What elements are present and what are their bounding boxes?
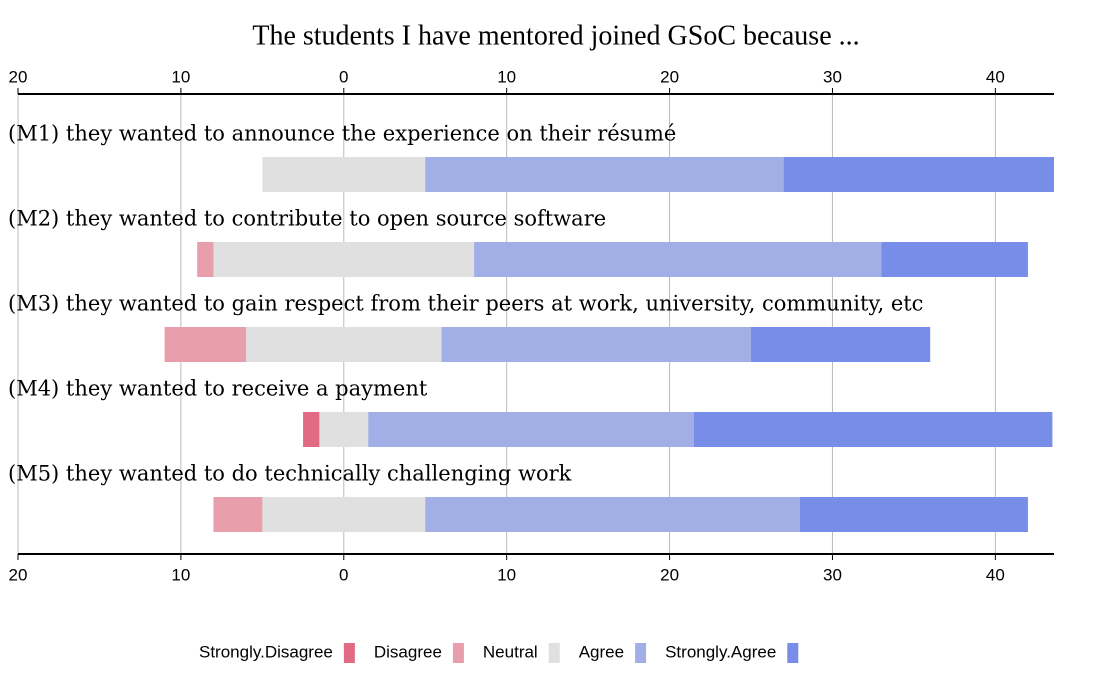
x-tick-label-bottom: 40: [986, 565, 1005, 584]
category-label: (M5) they wanted to do technically chall…: [8, 462, 572, 486]
x-tick-label-bottom: 10: [497, 565, 516, 584]
legend-swatch: [452, 643, 464, 663]
bar-segment: [751, 327, 931, 362]
legend-swatch: [343, 643, 355, 663]
x-tick-label-top: 10: [171, 67, 190, 86]
x-tick-label-top: 0: [339, 67, 348, 86]
legend-label: Disagree: [374, 642, 442, 661]
x-tick-label-bottom: 20: [660, 565, 679, 584]
x-tick-label-bottom: 0: [339, 565, 348, 584]
x-tick-label-top: 40: [986, 67, 1005, 86]
x-tick-label-top: 30: [823, 67, 842, 86]
bar-segment: [783, 157, 1054, 192]
category-label: (M4) they wanted to receive a payment: [8, 377, 428, 401]
bar-segment: [368, 412, 695, 447]
x-tick-label-top: 20: [660, 67, 679, 86]
legend-label: Agree: [579, 642, 624, 661]
chart-title: The students I have mentored joined GSoC…: [252, 20, 859, 51]
category-label: (M3) they wanted to gain respect from th…: [8, 292, 923, 316]
legend-swatch: [635, 643, 647, 663]
bar-segment: [246, 327, 442, 362]
bar-segment: [881, 242, 1028, 277]
x-tick-label-top: 10: [497, 67, 516, 86]
bar-segment: [262, 497, 426, 532]
legend-swatch: [548, 643, 560, 663]
bar-segment: [303, 412, 320, 447]
bar-segment: [425, 157, 784, 192]
x-tick-label-bottom: 20: [9, 565, 28, 584]
bar-segment: [213, 242, 475, 277]
legend-label: Strongly.Agree: [665, 642, 776, 661]
bar-segment: [425, 497, 800, 532]
bar-segment: [694, 412, 1053, 447]
bar-segment: [441, 327, 752, 362]
bar-segment: [197, 242, 214, 277]
bar-segment: [319, 412, 369, 447]
bar-segment: [164, 327, 247, 362]
category-label: (M1) they wanted to announce the experie…: [8, 122, 676, 146]
bar-segment: [213, 497, 263, 532]
legend-label: Strongly.Disagree: [199, 642, 333, 661]
bars: [164, 157, 1054, 532]
legend-label: Neutral: [483, 642, 538, 661]
bar-segment: [799, 497, 1028, 532]
bar-segment: [474, 242, 882, 277]
x-tick-label-bottom: 30: [823, 565, 842, 584]
x-tick-label-top: 20: [9, 67, 28, 86]
bar-segment: [262, 157, 426, 192]
category-label: (M2) they wanted to contribute to open s…: [8, 207, 606, 231]
legend-swatch: [787, 643, 799, 663]
x-tick-label-bottom: 10: [171, 565, 190, 584]
